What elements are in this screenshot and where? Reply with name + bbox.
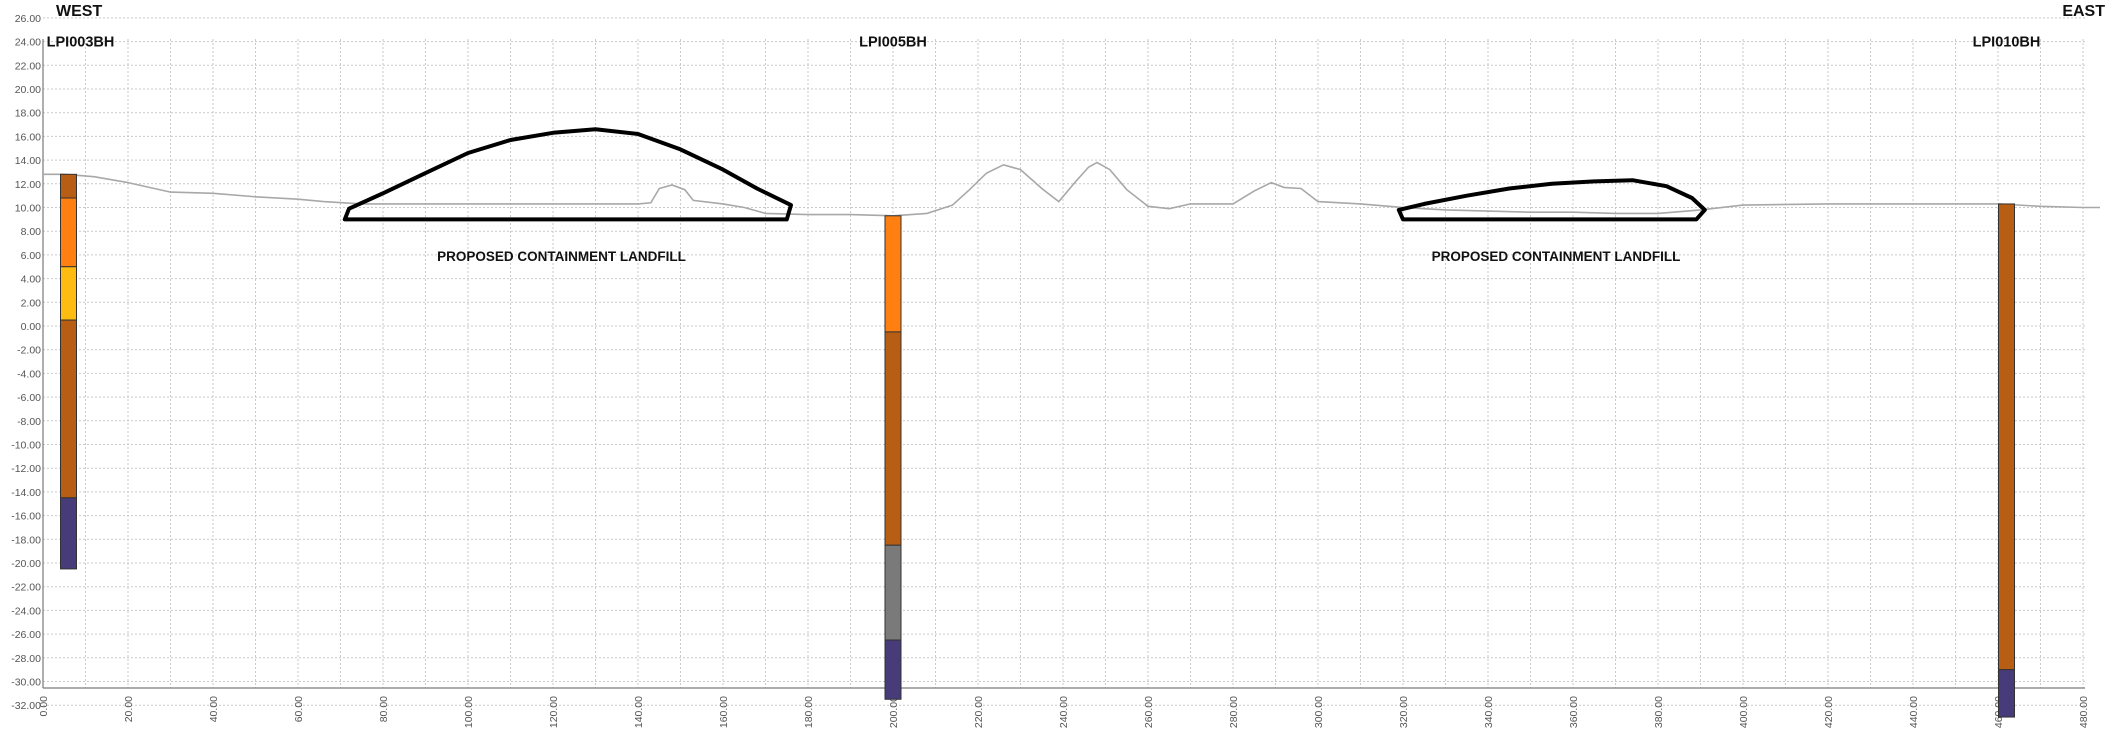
ground-surface-line — [43, 161, 2100, 217]
east-direction-label: EAST — [2062, 3, 2105, 20]
x-tick-label: 220.00 — [973, 696, 985, 728]
x-tick-label: 160.00 — [718, 696, 730, 728]
y-tick-label: -2.00 — [17, 345, 41, 357]
borehole-lpi005bh: LPI005BH — [859, 35, 927, 700]
y-tick-label: 6.00 — [21, 250, 42, 262]
y-tick-label: -30.00 — [11, 677, 41, 689]
y-tick-label: 16.00 — [15, 131, 41, 143]
borehole-layer — [60, 266, 77, 321]
y-tick-label: 14.00 — [15, 155, 41, 167]
y-tick-label: -20.00 — [11, 558, 41, 570]
axes: 28.00 26.00 24.00 22.00 20.00 18.00 16.00 14.00… — [11, 0, 2090, 728]
borehole-lpi010bh: LPI010BH — [1973, 35, 2041, 718]
x-tick-label: 400.00 — [1738, 696, 1750, 728]
borehole-layer — [884, 331, 902, 546]
x-tick-label: 0.00 — [38, 696, 50, 717]
y-tick-label: -4.00 — [17, 368, 41, 380]
x-tick-label: 100.00 — [463, 696, 475, 728]
y-tick-label: 20.00 — [15, 84, 41, 96]
y-tick-label: -10.00 — [11, 440, 41, 452]
y-tick-label: 0.00 — [21, 321, 42, 333]
x-tick-label: 60.00 — [293, 696, 305, 722]
landfill-label-1: PROPOSED CONTAINMENT LANDFILL — [437, 249, 686, 264]
y-tick-label: 2.00 — [21, 297, 42, 309]
x-tick-label: 360.00 — [1568, 696, 1580, 728]
y-tick-label: 4.00 — [21, 274, 42, 286]
x-tick-label: 120.00 — [548, 696, 560, 728]
landfills: PROPOSED CONTAINMENT LANDFILL PROPOSED CO… — [342, 127, 1707, 264]
borehole-layer — [884, 215, 902, 333]
x-tick-label: 140.00 — [633, 696, 645, 728]
x-tick-label: 480.00 — [2078, 696, 2090, 728]
y-tick-label: 10.00 — [15, 203, 41, 215]
x-tick-label: 300.00 — [1313, 696, 1325, 728]
y-tick-label: -22.00 — [11, 582, 41, 594]
x-tick-label: 80.00 — [378, 696, 390, 722]
borehole-layer — [60, 319, 77, 499]
x-tick-label: 340.00 — [1483, 696, 1495, 728]
borehole-name-label: LPI005BH — [859, 35, 927, 51]
y-tick-label: -12.00 — [11, 463, 41, 475]
x-tick-label: 420.00 — [1823, 696, 1835, 728]
y-tick-label: -26.00 — [11, 629, 41, 641]
y-tick-label: -14.00 — [11, 487, 41, 499]
y-tick-label: -6.00 — [17, 392, 41, 404]
y-tick-label: -28.00 — [11, 653, 41, 665]
borehole-lpi003bh: LPI003BH — [47, 35, 115, 570]
west-direction-label: WEST — [56, 3, 103, 20]
x-tick-label: 180.00 — [803, 696, 815, 728]
y-tick-label: -18.00 — [11, 534, 41, 546]
borehole-layer — [60, 173, 77, 199]
y-tick-label: 22.00 — [15, 60, 41, 72]
x-tick-label: 440.00 — [1908, 696, 1920, 728]
landfill-outline-1 — [342, 127, 793, 222]
x-tick-label: 320.00 — [1398, 696, 1410, 728]
x-tick-label: 260.00 — [1143, 696, 1155, 728]
borehole-layer — [60, 497, 77, 570]
grid-lines — [42, 17, 2085, 706]
x-tick-label: 280.00 — [1228, 696, 1240, 728]
landfill-label-2: PROPOSED CONTAINMENT LANDFILL — [1432, 249, 1681, 264]
y-tick-label: 18.00 — [15, 108, 41, 120]
landfill-outline-2 — [1396, 178, 1707, 222]
boreholes: LPI003BH LPI005BH LPI010BH — [47, 35, 2041, 718]
y-tick-label: -32.00 — [11, 700, 41, 712]
y-tick-label: 12.00 — [15, 179, 41, 191]
y-tick-label: 26.00 — [15, 13, 41, 25]
x-tick-label: 240.00 — [1058, 696, 1070, 728]
x-tick-label: 40.00 — [208, 696, 220, 722]
ground-profile — [43, 161, 2100, 217]
y-tick-label: 8.00 — [21, 226, 42, 238]
y-tick-label: -24.00 — [11, 605, 41, 617]
y-tick-label: -16.00 — [11, 511, 41, 523]
borehole-layer — [884, 639, 902, 700]
borehole-name-label: LPI003BH — [47, 35, 115, 51]
borehole-layer — [884, 544, 902, 641]
x-tick-label: 20.00 — [123, 696, 135, 722]
y-tick-label: 24.00 — [15, 37, 41, 49]
x-tick-label: 200.00 — [888, 696, 900, 728]
borehole-name-label: LPI010BH — [1973, 35, 2041, 51]
x-tick-label: 380.00 — [1653, 696, 1665, 728]
borehole-layer — [1998, 203, 2015, 671]
y-tick-label: 28.00 — [15, 0, 41, 1]
borehole-layer — [1998, 669, 2015, 718]
borehole-layer — [60, 197, 77, 268]
y-tick-label: -8.00 — [17, 416, 41, 428]
